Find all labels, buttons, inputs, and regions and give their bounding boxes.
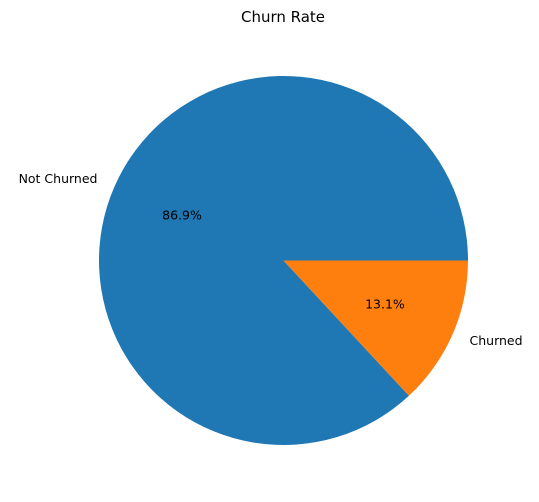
chart-title: Churn Rate: [241, 8, 325, 26]
pie-labels: Not Churned 86.9% Churned 13.1%: [19, 171, 523, 348]
slice-label-churned: Churned: [470, 333, 523, 348]
pie-slices: [99, 76, 469, 445]
slice-label-not-churned: Not Churned: [19, 171, 98, 186]
slice-percent-not-churned: 86.9%: [162, 208, 202, 223]
slice-percent-churned: 13.1%: [365, 296, 405, 311]
pie-slice-churned: [283, 260, 468, 396]
